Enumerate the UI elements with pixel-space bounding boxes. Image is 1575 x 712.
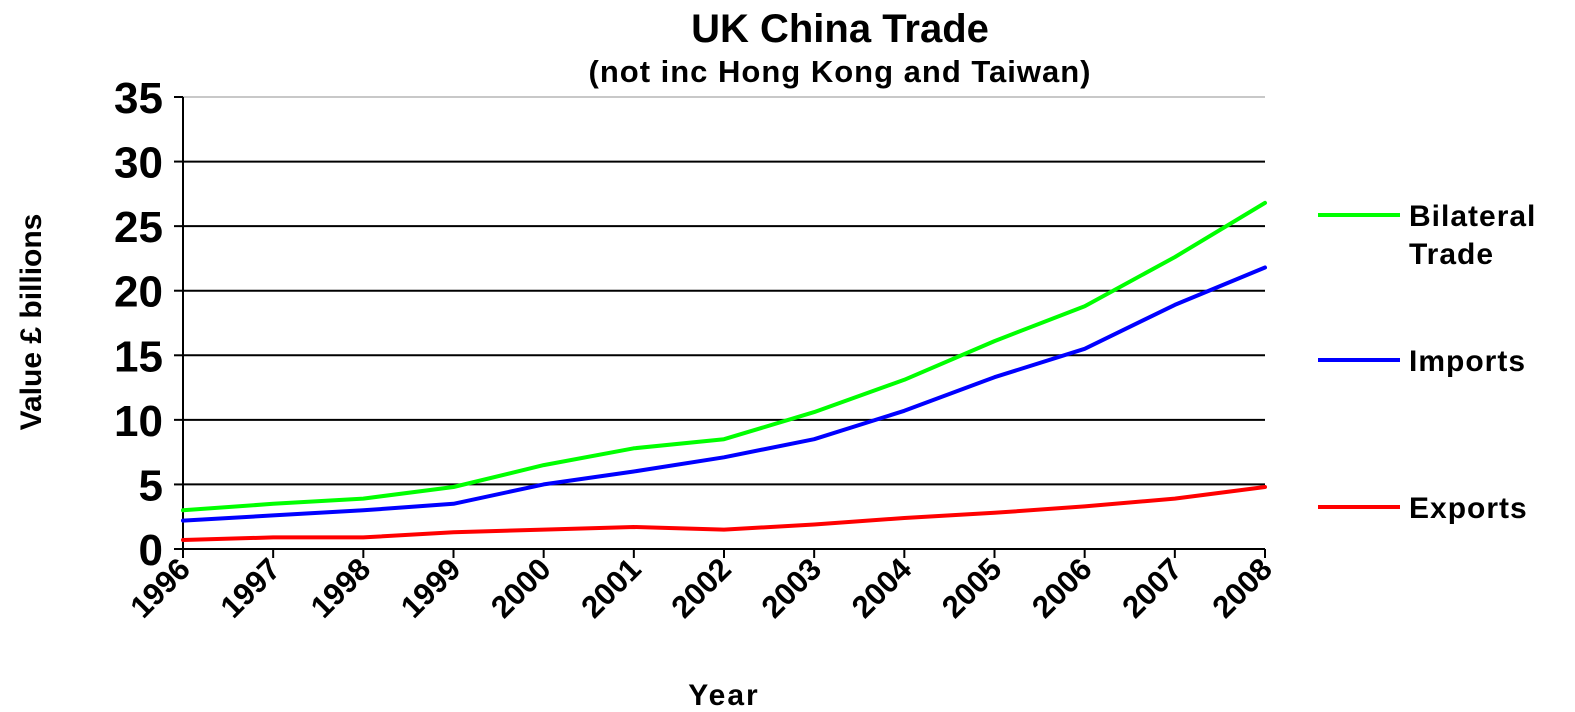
chart-subtitle: (not inc Hong Kong and Taiwan) [589, 54, 1092, 89]
y-tick-label: 10 [114, 397, 163, 446]
y-axis-label: Value £ billions [15, 214, 48, 431]
series-lines [181, 200, 1267, 542]
y-tick-label: 15 [114, 332, 163, 381]
x-tick-labels: 1996 1997 1998 1999 2000 2001 2002 2003 2004 2005… [123, 551, 1279, 625]
x-tick-label: 1999 [394, 551, 468, 625]
y-tick-label: 30 [114, 139, 163, 188]
series-line [181, 200, 1267, 513]
x-tick-label: 1998 [304, 551, 378, 625]
y-tick-labels: 0 5 10 15 20 25 30 35 [114, 74, 163, 575]
x-tick-label: 2008 [1205, 551, 1279, 625]
y-tick-label: 35 [114, 74, 163, 123]
x-tick-label: 2003 [755, 551, 829, 625]
x-axis-label: Year [688, 679, 759, 712]
chart-title: UK China Trade [691, 7, 989, 51]
legend-label: Imports [1409, 345, 1526, 378]
x-tick-label: 2002 [664, 551, 738, 625]
x-tick-label: 2007 [1115, 551, 1189, 625]
x-tick-label: 2004 [845, 551, 919, 625]
y-tick-label: 0 [139, 526, 163, 575]
legend-label: Bilateral Trade [1409, 200, 1536, 271]
x-tick-label: 1997 [214, 551, 288, 625]
axes [174, 96, 1266, 558]
series-line [181, 485, 1267, 542]
y-tick-label: 25 [114, 203, 163, 252]
legend: Bilateral Trade Imports Exports [1318, 200, 1536, 525]
x-tick-label: 2001 [574, 551, 648, 625]
series-line [181, 265, 1267, 523]
x-tick-label: 2000 [484, 551, 558, 625]
y-tick-label: 20 [114, 268, 163, 317]
y-tick-label: 5 [139, 461, 163, 510]
x-tick-label: 1996 [123, 551, 197, 625]
gridlines [183, 96, 1265, 486]
x-tick-label: 2006 [1025, 551, 1099, 625]
legend-label: Exports [1409, 492, 1528, 525]
x-tick-label: 2005 [935, 551, 1009, 625]
